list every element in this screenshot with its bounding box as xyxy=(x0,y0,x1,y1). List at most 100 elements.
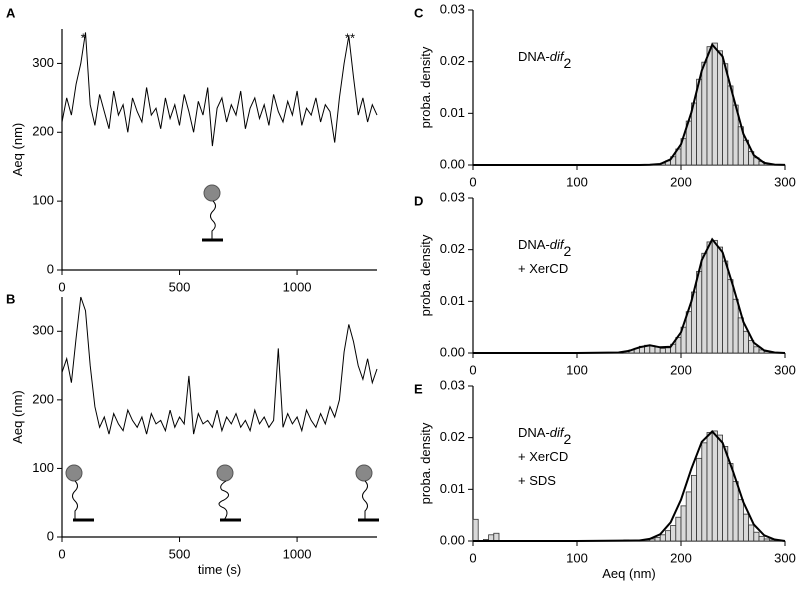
y-tick-label: 0.03 xyxy=(440,189,465,204)
x-axis-label: Aeq (nm) xyxy=(602,566,655,581)
hist-bar xyxy=(717,246,724,354)
y-tick-label: 0.03 xyxy=(440,1,465,16)
y-tick-label: 0.03 xyxy=(440,377,465,392)
panel-label: + SDS xyxy=(518,473,556,488)
y-tick-label: 0.01 xyxy=(440,481,465,496)
hist-bar xyxy=(685,491,692,542)
label-part: 2 xyxy=(564,55,572,71)
label-part: DNA- xyxy=(518,237,550,252)
hist-bar xyxy=(743,513,750,542)
label-part: 2 xyxy=(564,243,572,259)
hist-bar xyxy=(711,430,718,542)
y-tick-label: 0.02 xyxy=(440,53,465,68)
hist-bar xyxy=(665,347,672,354)
label-part: + XerCD xyxy=(518,261,568,276)
y-tick-label: 300 xyxy=(32,55,54,70)
hist-bar xyxy=(743,330,750,354)
hist-bar xyxy=(493,532,500,542)
x-tick-label: 200 xyxy=(670,174,692,189)
x-tick-label: 300 xyxy=(774,550,796,565)
hist-bar xyxy=(706,432,713,542)
label-part: DNA- xyxy=(518,49,550,64)
panel-letter: B xyxy=(6,291,15,306)
tether-icon xyxy=(216,464,241,522)
x-tick-label: 500 xyxy=(169,279,191,294)
hist-bar xyxy=(722,63,729,166)
y-axis-label: proba. density xyxy=(418,422,433,504)
x-tick-label: 0 xyxy=(469,362,476,377)
x-tick-label: 0 xyxy=(58,279,65,294)
hist-bar xyxy=(696,270,703,354)
hist-bar xyxy=(753,346,760,354)
hist-bar xyxy=(732,481,739,542)
label-part: + XerCD xyxy=(518,449,568,464)
hist-bar xyxy=(659,534,666,542)
hist-bar xyxy=(722,260,729,354)
panel-letter: A xyxy=(6,5,16,20)
panel-letter: C xyxy=(414,5,424,20)
label-part: + SDS xyxy=(518,473,556,488)
hist-bar xyxy=(665,530,672,542)
label-part: 2 xyxy=(564,431,572,447)
x-tick-label: 0 xyxy=(469,550,476,565)
hist-bar xyxy=(706,46,713,166)
hist-bar xyxy=(472,518,479,542)
hist-bar xyxy=(659,347,666,354)
fit-curve xyxy=(473,42,786,166)
hist-bar xyxy=(727,85,734,166)
y-axis-label: proba. density xyxy=(418,46,433,128)
x-tick-label: 200 xyxy=(670,550,692,565)
tether-icon xyxy=(65,464,94,522)
hist-bar xyxy=(737,317,744,354)
x-tick-label: 1000 xyxy=(283,546,312,561)
hist-bar xyxy=(763,538,770,542)
trace-line xyxy=(61,32,378,147)
x-tick-label: 200 xyxy=(670,362,692,377)
hist-bar xyxy=(701,252,708,354)
y-tick-label: 0.00 xyxy=(440,156,465,171)
y-axis-label: proba. density xyxy=(418,234,433,316)
y-tick-label: 200 xyxy=(32,124,54,139)
label-part: DNA- xyxy=(518,425,550,440)
x-tick-label: 0 xyxy=(58,546,65,561)
axes xyxy=(61,29,377,271)
axes xyxy=(61,297,377,538)
panel-letter: D xyxy=(414,193,423,208)
hist-bar xyxy=(737,499,744,542)
hist-bar xyxy=(732,298,739,354)
hist-bar xyxy=(701,442,708,542)
x-tick-label: 100 xyxy=(566,174,588,189)
y-tick-label: 300 xyxy=(32,323,54,338)
fit-curve xyxy=(473,430,786,542)
panel-label: + XerCD xyxy=(518,449,568,464)
annotation: ** xyxy=(345,30,355,45)
hist-bar xyxy=(701,61,708,166)
tether-icon xyxy=(202,184,223,242)
hist-bar xyxy=(722,446,729,542)
hist-bar xyxy=(691,474,698,542)
y-tick-label: 100 xyxy=(32,460,54,475)
hist-bar xyxy=(670,525,677,542)
annotation: * xyxy=(81,30,86,45)
hist-bar xyxy=(696,457,703,542)
x-axis-label: time (s) xyxy=(198,562,241,577)
y-tick-label: 0.01 xyxy=(440,105,465,120)
trace-line xyxy=(61,296,378,435)
label-part: dif xyxy=(550,237,565,252)
y-tick-label: 0.01 xyxy=(440,293,465,308)
y-tick-label: 200 xyxy=(32,391,54,406)
y-tick-label: 0.00 xyxy=(440,344,465,359)
x-tick-label: 500 xyxy=(169,546,191,561)
panel-label: + XerCD xyxy=(518,261,568,276)
x-tick-label: 0 xyxy=(469,174,476,189)
x-tick-label: 300 xyxy=(774,174,796,189)
hist-bar xyxy=(680,505,687,542)
hist-bar xyxy=(685,311,692,354)
tether-icon xyxy=(355,464,379,522)
label-part: dif xyxy=(550,425,565,440)
y-axis-label: Aeq (nm) xyxy=(10,123,25,176)
hist-bar xyxy=(748,524,755,542)
x-tick-label: 300 xyxy=(774,362,796,377)
y-tick-label: 100 xyxy=(32,193,54,208)
